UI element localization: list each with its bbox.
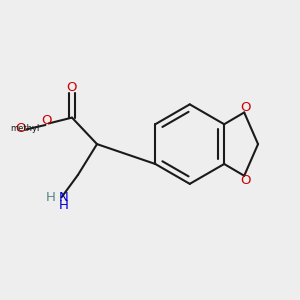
Text: O: O <box>15 122 26 135</box>
Text: N: N <box>59 191 69 204</box>
Text: H: H <box>46 191 56 204</box>
Text: O: O <box>240 101 250 114</box>
Text: O: O <box>67 81 77 94</box>
Text: H: H <box>59 200 69 212</box>
Text: O: O <box>240 174 250 187</box>
Text: O: O <box>41 114 51 127</box>
Text: methyl: methyl <box>10 124 40 133</box>
